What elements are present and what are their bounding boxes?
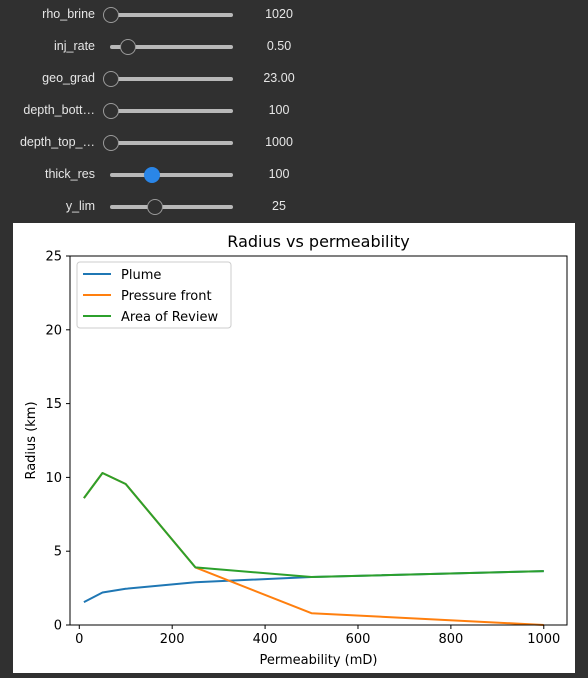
series-line-area-of-review <box>84 473 544 577</box>
legend-label: Plume <box>121 268 161 283</box>
legend-label: Area of Review <box>121 310 218 325</box>
slider-value: 1020 <box>250 7 308 21</box>
slider-label: geo_grad <box>0 71 95 85</box>
slider-value: 1000 <box>250 135 308 149</box>
slider-track[interactable] <box>110 141 233 145</box>
y-tick-label: 25 <box>45 250 62 265</box>
y-tick-label: 10 <box>45 471 62 486</box>
slider-handle[interactable] <box>144 167 160 183</box>
slider-handle[interactable] <box>103 103 119 119</box>
x-tick-label: 400 <box>253 632 278 647</box>
slider-value: 100 <box>250 167 308 181</box>
x-tick-label: 1000 <box>527 632 560 647</box>
slider-y-lim: y_lim 25 <box>0 191 330 223</box>
x-tick-label: 200 <box>160 632 185 647</box>
slider-depth-top: depth_top_… 1000 <box>0 127 330 159</box>
slider-handle[interactable] <box>103 135 119 151</box>
slider-inj-rate: inj_rate 0.50 <box>0 31 330 63</box>
chart-svg: Radius vs permeability 0 200 400 600 800 1000 0… <box>13 223 575 673</box>
slider-value: 0.50 <box>250 39 308 53</box>
y-tick-label: 5 <box>54 545 62 560</box>
x-axis-label: Permeability (mD) <box>260 653 378 668</box>
slider-track[interactable] <box>110 13 233 17</box>
series-line-plume <box>84 571 544 602</box>
y-tick-label: 15 <box>45 397 62 412</box>
y-tick-label: 0 <box>54 619 62 634</box>
y-axis-label: Radius (km) <box>24 401 39 479</box>
slider-label: y_lim <box>0 199 95 213</box>
slider-controls: rho_brine 1020 inj_rate 0.50 geo_grad 23.00 de… <box>0 0 588 222</box>
slider-depth-bott: depth_bott… 100 <box>0 95 330 127</box>
slider-value: 25 <box>250 199 308 213</box>
slider-track[interactable] <box>110 205 233 209</box>
slider-label: depth_bott… <box>0 103 95 117</box>
legend-label: Pressure front <box>121 289 212 304</box>
slider-track[interactable] <box>110 109 233 113</box>
slider-value: 23.00 <box>250 71 308 85</box>
slider-thick-res: thick_res 100 <box>0 159 330 191</box>
slider-track[interactable] <box>110 173 233 177</box>
slider-rho-brine: rho_brine 1020 <box>0 0 330 31</box>
slider-handle[interactable] <box>103 7 119 23</box>
x-tick-label: 600 <box>346 632 371 647</box>
slider-value: 100 <box>250 103 308 117</box>
slider-handle[interactable] <box>103 71 119 87</box>
slider-track[interactable] <box>110 77 233 81</box>
chart-title: Radius vs permeability <box>227 232 409 251</box>
x-tick-label: 0 <box>75 632 83 647</box>
slider-handle[interactable] <box>147 199 163 215</box>
series-line-pressure-front <box>84 473 544 625</box>
chart-figure: Radius vs permeability 0 200 400 600 800 1000 0… <box>13 223 575 673</box>
slider-label: thick_res <box>0 167 95 181</box>
y-tick-label: 20 <box>45 323 62 338</box>
x-tick-label: 800 <box>438 632 463 647</box>
slider-label: rho_brine <box>0 7 95 21</box>
slider-handle[interactable] <box>120 39 136 55</box>
slider-geo-grad: geo_grad 23.00 <box>0 63 330 95</box>
slider-label: inj_rate <box>0 39 95 53</box>
slider-label: depth_top_… <box>0 135 95 149</box>
